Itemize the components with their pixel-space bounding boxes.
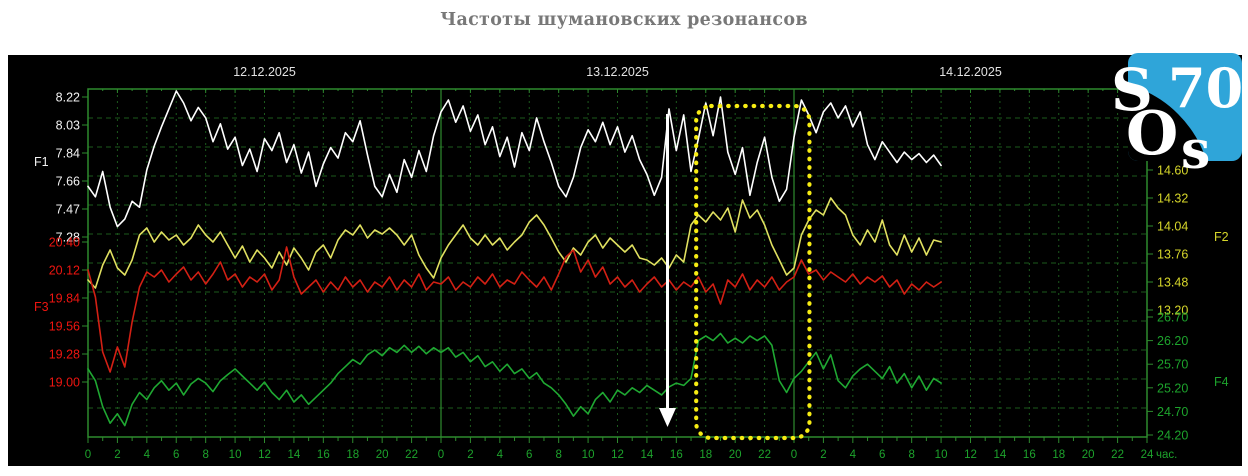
series-F1-line bbox=[87, 90, 942, 228]
sos70-logo: S 70 O s bbox=[1111, 53, 1243, 181]
x-tick-label: 16 bbox=[317, 449, 330, 461]
highlight-period-box bbox=[694, 103, 812, 441]
y-tick-label-F1: 7.84 bbox=[56, 147, 80, 161]
x-tick-label: 24 bbox=[1141, 449, 1154, 461]
x-tick-label: 6 bbox=[879, 449, 885, 461]
x-tick-label: 14 bbox=[994, 449, 1007, 461]
x-tick-label: 0 bbox=[791, 449, 797, 461]
x-tick-label: 10 bbox=[935, 449, 948, 461]
y-tick-label-F2: 13.48 bbox=[1157, 276, 1188, 290]
y-tick-label-F4: 24.20 bbox=[1157, 429, 1188, 443]
x-tick-label: 8 bbox=[555, 449, 561, 461]
series-name-F1: F1 bbox=[34, 155, 49, 169]
x-tick-label: 4 bbox=[497, 449, 504, 461]
x-tick-label: 12 bbox=[964, 449, 977, 461]
x-axis-unit-label: час. bbox=[1156, 449, 1177, 461]
x-tick-label: 22 bbox=[758, 449, 771, 461]
y-tick-label-F3: 19.56 bbox=[49, 320, 80, 334]
x-tick-label: 22 bbox=[405, 449, 418, 461]
series-F3-line bbox=[87, 246, 942, 373]
x-tick-label: 14 bbox=[288, 449, 301, 461]
y-tick-label-F3: 20.40 bbox=[49, 236, 80, 250]
x-tick-label: 10 bbox=[582, 449, 595, 461]
date-label: 14.12.2025 bbox=[939, 65, 1002, 79]
y-tick-label-F2: 13.20 bbox=[1157, 304, 1188, 318]
series-name-F4: F4 bbox=[1214, 375, 1229, 389]
x-tick-label: 22 bbox=[1111, 449, 1124, 461]
y-tick-label-F2: 13.76 bbox=[1157, 248, 1188, 262]
y-tick-label-F1: 8.03 bbox=[56, 119, 80, 133]
x-tick-label: 8 bbox=[908, 449, 914, 461]
y-tick-label-F1: 7.47 bbox=[56, 203, 80, 217]
y-tick-label-F1: 8.22 bbox=[56, 91, 80, 105]
series-name-F3: F3 bbox=[34, 300, 49, 314]
x-tick-label: 14 bbox=[641, 449, 654, 461]
x-tick-label: 12 bbox=[611, 449, 624, 461]
logo-letter-s-bottom: s bbox=[1181, 120, 1210, 181]
x-tick-label: 18 bbox=[699, 449, 712, 461]
x-tick-label: 12 bbox=[258, 449, 271, 461]
x-tick-label: 18 bbox=[1052, 449, 1065, 461]
x-tick-label: 16 bbox=[670, 449, 683, 461]
y-tick-label-F3: 20.12 bbox=[49, 264, 80, 278]
x-tick-label: 20 bbox=[376, 449, 389, 461]
chart-panel bbox=[8, 55, 1242, 466]
y-tick-label-F1: 7.28 bbox=[56, 231, 80, 245]
x-tick-label: 6 bbox=[173, 449, 179, 461]
y-tick-label-F1: 7.66 bbox=[56, 175, 80, 189]
series-name-F2: F2 bbox=[1214, 230, 1229, 244]
x-tick-label: 0 bbox=[85, 449, 91, 461]
event-arrow-head bbox=[659, 408, 677, 427]
y-tick-label-F2: 14.60 bbox=[1157, 164, 1188, 178]
x-tick-label: 18 bbox=[346, 449, 359, 461]
y-tick-label-F3: 19.00 bbox=[49, 376, 80, 390]
x-tick-label: 2 bbox=[114, 449, 120, 461]
date-label: 12.12.2025 bbox=[233, 65, 296, 79]
y-tick-label-F3: 19.84 bbox=[49, 292, 80, 306]
plot-area: 0 2 4 6 8 10 12 14 16 18 20 22 0 2 4 6 8 10 12 14 16 18 20 22 0 2… bbox=[34, 65, 1229, 461]
x-tick-label: 2 bbox=[467, 449, 473, 461]
x-tick-label: 16 bbox=[1023, 449, 1036, 461]
date-label: 13.12.2025 bbox=[586, 65, 649, 79]
x-tick-label: 0 bbox=[438, 449, 444, 461]
y-tick-label-F4: 24.70 bbox=[1157, 405, 1188, 419]
y-tick-label-F2: 14.32 bbox=[1157, 192, 1188, 206]
series-F2-line bbox=[87, 197, 942, 289]
logo-cutout-circle bbox=[1128, 80, 1212, 161]
x-tick-label: 20 bbox=[1082, 449, 1095, 461]
x-tick-label: 20 bbox=[729, 449, 742, 461]
x-tick-label: 10 bbox=[229, 449, 242, 461]
x-tick-label: 2 bbox=[820, 449, 826, 461]
logo-letter-o: O bbox=[1126, 99, 1178, 169]
x-tick-label: 4 bbox=[144, 449, 151, 461]
y-tick-label-F4: 25.20 bbox=[1157, 381, 1188, 395]
logo-number-70: 70 bbox=[1168, 56, 1243, 120]
x-tick-label: 8 bbox=[202, 449, 208, 461]
y-tick-label-F4: 26.70 bbox=[1157, 311, 1188, 325]
series-F4-line bbox=[87, 332, 942, 427]
y-tick-label-F3: 19.28 bbox=[49, 348, 80, 362]
y-tick-label-F4: 25.70 bbox=[1157, 358, 1188, 372]
y-tick-label-F4: 26.20 bbox=[1157, 334, 1188, 348]
page-title: Частоты шумановских резонансов bbox=[440, 10, 808, 30]
x-tick-label: 6 bbox=[526, 449, 532, 461]
logo-letter-s-top: S bbox=[1111, 56, 1153, 124]
x-tick-label: 4 bbox=[850, 449, 857, 461]
y-tick-label-F2: 14.04 bbox=[1157, 220, 1188, 234]
